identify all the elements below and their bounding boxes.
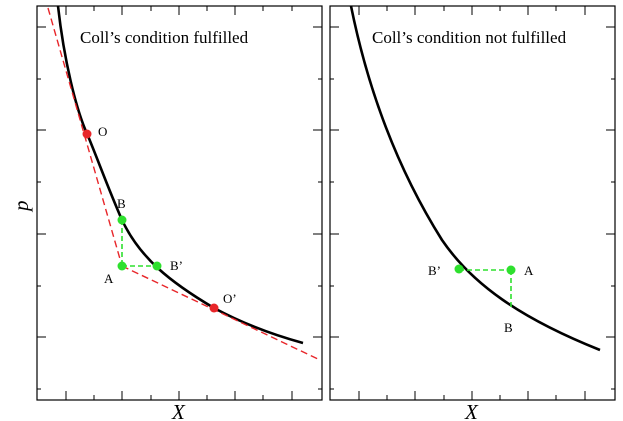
right-curve [349, 5, 601, 352]
right-panel-title: Coll’s condition not fulfilled [372, 28, 567, 47]
left-label-oprime: O’ [223, 291, 237, 306]
left-point-b [117, 215, 127, 225]
right-panel-frame [329, 5, 616, 401]
right-label-a: A [524, 263, 534, 278]
left-label-o: O [98, 124, 107, 139]
left-point-a [117, 261, 127, 271]
right-point-a [506, 265, 516, 275]
y-axis-label: p [9, 201, 33, 214]
left-point-oprime [209, 303, 219, 313]
left-label-b: B [117, 196, 126, 211]
left-panel-title: Coll’s condition fulfilled [80, 28, 249, 47]
left-curve [56, 5, 304, 345]
left-panel-frame [36, 5, 323, 401]
right-point-bprime [454, 264, 464, 274]
left-point-o [82, 129, 92, 139]
left-panel-ticks [37, 6, 322, 400]
right-label-b: B [504, 320, 513, 335]
right-panel: Coll’s condition not fulfilled B’ A B X [329, 5, 616, 421]
right-label-bprime: B’ [428, 263, 441, 278]
right-x-axis-label: X [464, 400, 479, 421]
left-label-bprime: B’ [170, 258, 183, 273]
left-x-axis-label: X [171, 400, 186, 421]
left-label-a: A [104, 271, 114, 286]
right-panel-ticks [330, 6, 615, 400]
left-panel: Coll’s condition fulfilled O B A B’ O’ X [36, 5, 323, 421]
left-point-bprime [152, 261, 162, 271]
left-tangent-lower [121, 265, 321, 361]
